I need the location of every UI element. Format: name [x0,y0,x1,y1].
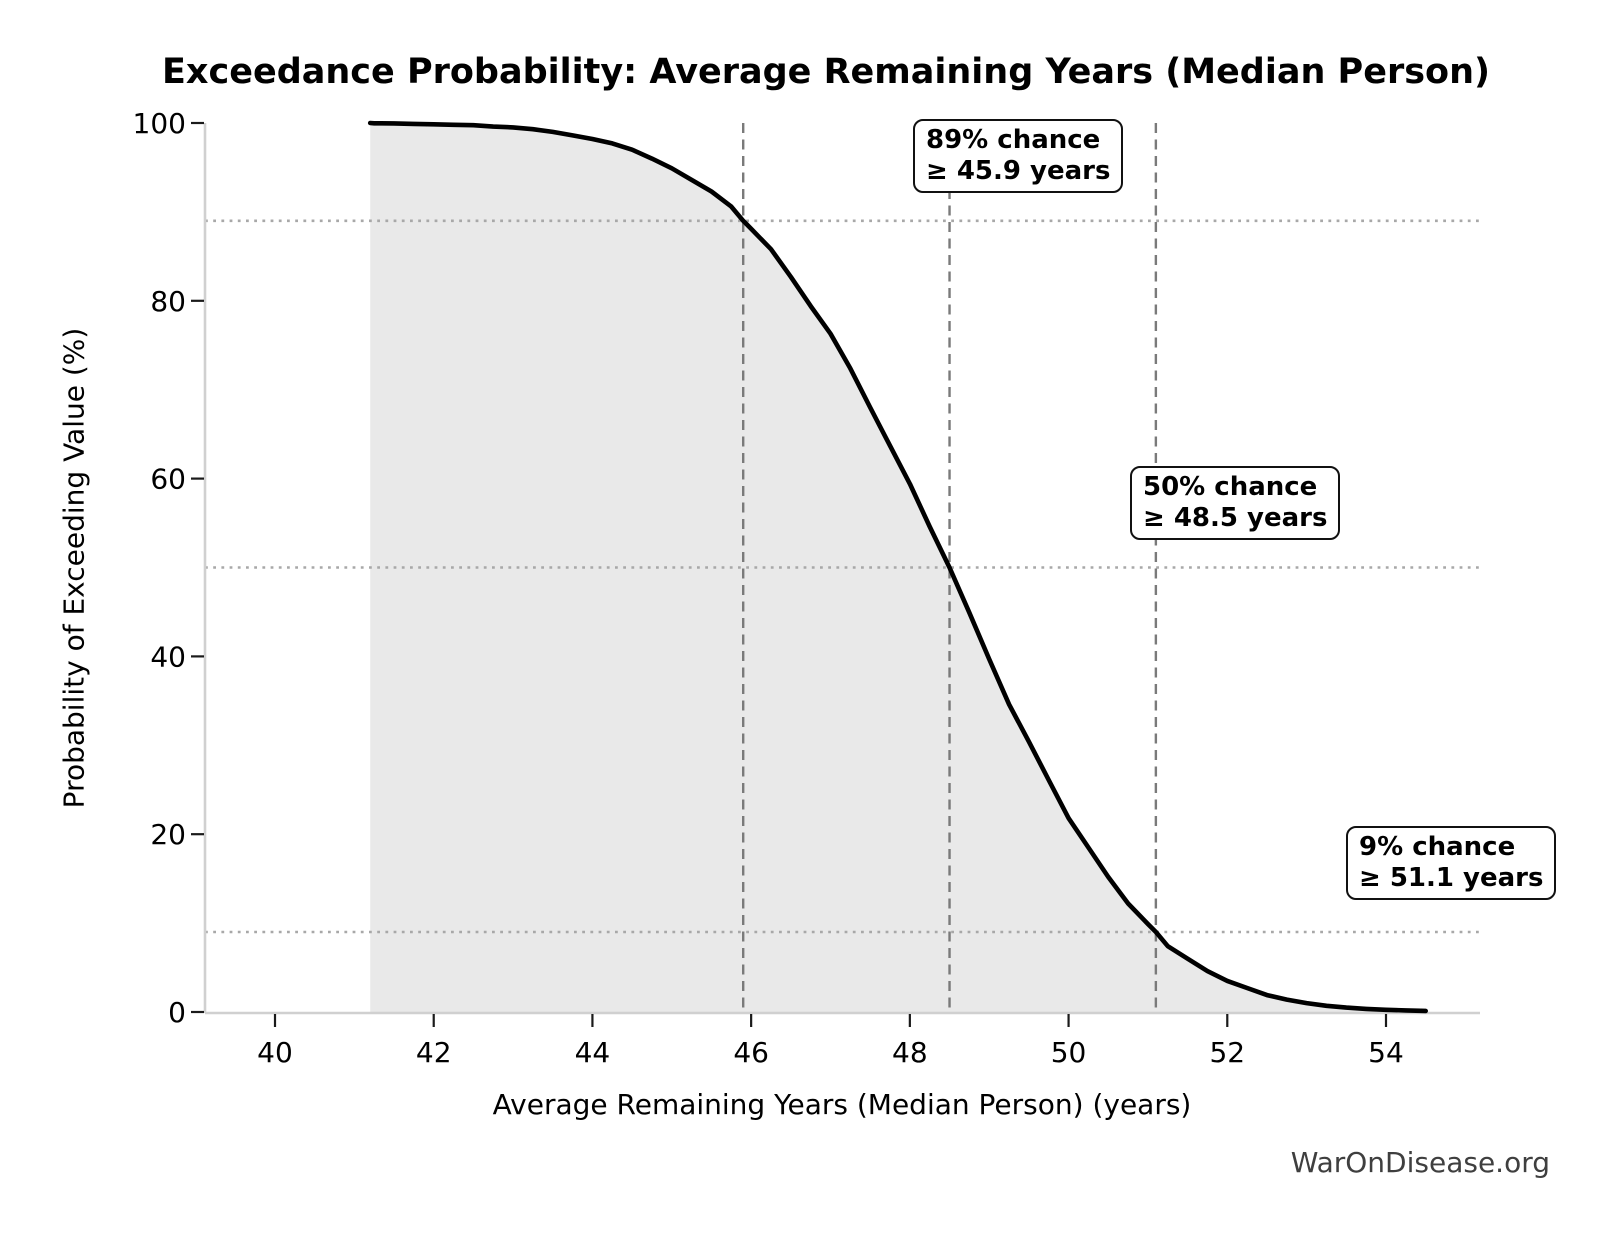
curve-area-fill [370,123,1426,1012]
survival-curve [367,120,1428,1014]
y-tick-label: 60 [150,463,186,496]
area-under-curve [370,123,1426,1012]
annotation-50pct-line2: ≥ 48.5 years [1143,503,1328,533]
x-tick-label: 54 [1368,1036,1404,1069]
annotation-9pct-line1: 9% chance [1359,832,1516,862]
y-tick-label: 40 [150,640,186,673]
annotation-50pct-line1: 50% chance [1143,472,1318,502]
y-tick-label: 0 [168,996,186,1029]
x-tick-label: 44 [575,1036,611,1069]
x-axis-label: Average Remaining Years (Median Person) … [492,1088,1192,1121]
x-tick-label: 40 [257,1036,293,1069]
x-tick-label: 52 [1209,1036,1245,1069]
x-tick-label: 42 [416,1036,452,1069]
y-tick-label: 80 [150,285,186,318]
annotation-89pct-line2: ≥ 45.9 years [926,156,1111,186]
x-tick-label: 46 [733,1036,769,1069]
y-axis-label: Probability of Exceeding Value (%) [57,327,91,809]
y-tick-label: 100 [133,107,186,140]
annotation-89pct: 89% chance ≥ 45.9 years [913,119,1124,193]
x-tick-label: 50 [1051,1036,1087,1069]
annotation-9pct: 9% chance ≥ 51.1 years [1346,826,1557,900]
annotation-9pct-line2: ≥ 51.1 years [1359,863,1544,893]
tick-labels: 40 42 44 46 48 50 52 54 0 20 40 60 80 100 [133,107,1404,1069]
chart-title: Exceedance Probability: Average Remainin… [161,52,1491,92]
y-tick-label: 20 [150,818,186,851]
annotation-50pct: 50% chance ≥ 48.5 years [1130,466,1341,540]
annotation-89pct-line1: 89% chance [926,125,1101,155]
exceedance-curve-line [367,120,1428,1014]
axes-spines-ticks [191,121,1480,1027]
x-tick-label: 48 [892,1036,928,1069]
watermark: WarOnDisease.org [1290,1146,1550,1179]
